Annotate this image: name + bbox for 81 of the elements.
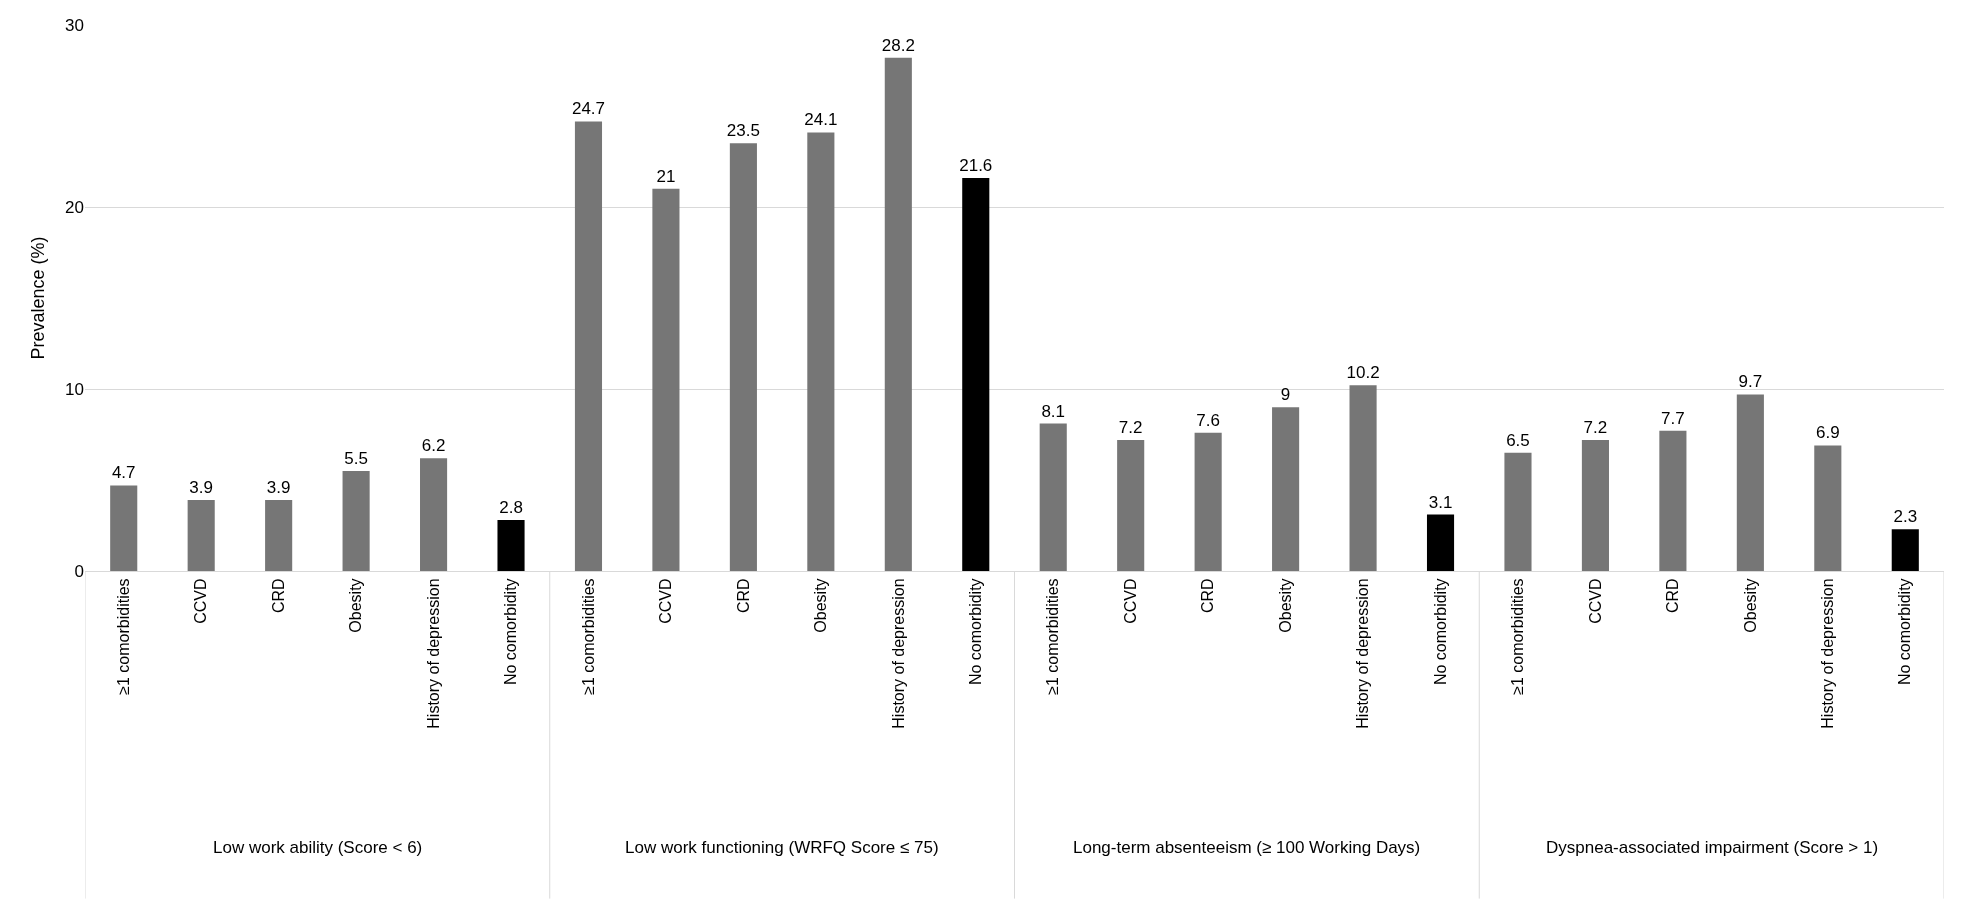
x-tick-label: ≥1 comorbidities [1509,578,1527,695]
data-label: 2.8 [499,498,523,518]
x-tick-label: Obesity [812,578,830,633]
x-tick-label: CCVD [1586,578,1604,624]
x-tick-label: ≥1 comorbidities [1044,578,1062,695]
y-axis-title: Prevalence (%) [28,236,49,360]
bar [342,470,370,571]
data-label: 3.1 [1428,492,1453,512]
y-tick-label: 0 [74,561,84,581]
x-tick-label: No comorbidity [1431,578,1449,686]
x-tick-label: Obesity [1276,578,1294,633]
data-label: 6.5 [1506,430,1530,450]
bar [420,458,448,571]
bar [574,121,603,571]
bar [497,520,525,571]
x-tick-label: History of depression [1819,578,1837,729]
x-tick-label: Obesity [1741,578,1759,633]
data-label: 5.5 [344,448,368,468]
x-tick-label: CCVD [1121,578,1139,624]
bar [1272,407,1300,571]
text: Low work functioning (WRFQ Score ≤ 75) [625,838,939,857]
data-label: 28.2 [881,35,915,55]
bar [187,500,215,571]
data-label: 7.2 [1583,417,1608,437]
bar [652,188,680,571]
data-label: 3.9 [266,478,291,498]
bar [1891,529,1919,571]
bar [1581,439,1609,571]
x-tick-label: CRD [734,578,752,614]
bar [1504,452,1532,571]
data-label: 7.6 [1196,410,1220,430]
x-tick-label: ≥1 comorbidities [579,578,597,695]
data-label: 2.3 [1893,507,1918,527]
data-label: 21.6 [959,155,993,175]
bar [110,485,138,571]
text: Low work ability (Score < 6) [213,838,423,857]
data-label: 7.7 [1661,408,1685,428]
x-tick-label: CRD [1199,578,1217,614]
x-tick-label: Obesity [347,578,365,633]
x-tick-label: CRD [269,578,287,614]
x-tick-label: CCVD [192,578,210,624]
bar [884,57,912,571]
bar [1814,445,1842,571]
x-tick-label: ≥1 comorbidities [114,578,132,695]
data-label: 7.2 [1118,417,1143,437]
bar [807,132,835,571]
x-tick-label: No comorbidity [1896,578,1914,686]
data-label: 9.7 [1738,372,1763,392]
bar [265,500,293,571]
bar [1117,439,1145,571]
bar [962,177,990,571]
x-tick-label: CCVD [657,578,675,624]
data-label: 24.1 [804,110,838,130]
x-tick-label: History of depression [424,578,442,729]
bar [1194,432,1222,571]
data-label: 6.2 [421,436,446,456]
data-label: 6.9 [1815,423,1840,443]
x-tick-label: No comorbidity [966,578,984,686]
bar [1039,423,1067,571]
data-label: 9 [1280,385,1291,405]
y-tick-label: 10 [65,379,84,399]
text: Dyspnea-associated impairment (Score > 1) [1546,838,1879,857]
bar [1736,394,1764,571]
data-label: 21 [656,166,676,186]
x-tick-label: History of depression [1354,578,1372,729]
data-label: 8.1 [1041,401,1066,421]
bar [1426,514,1455,571]
data-label: 3.9 [189,478,214,498]
y-tick-label: 30 [65,15,84,35]
x-tick-label: No comorbidity [502,578,520,686]
x-tick-label: CRD [1664,578,1682,614]
data-label: 10.2 [1346,363,1380,383]
bar [1349,385,1377,571]
data-label: 4.7 [111,463,136,483]
data-label: 23.5 [726,121,760,141]
x-tick-label: History of depression [889,578,907,729]
bar [1659,430,1687,571]
text: Long-term absenteeism (≥ 100 Working Days) [1073,838,1421,857]
bar [729,143,757,571]
data-label: 24.7 [571,99,606,119]
y-tick-label: 20 [65,197,84,217]
